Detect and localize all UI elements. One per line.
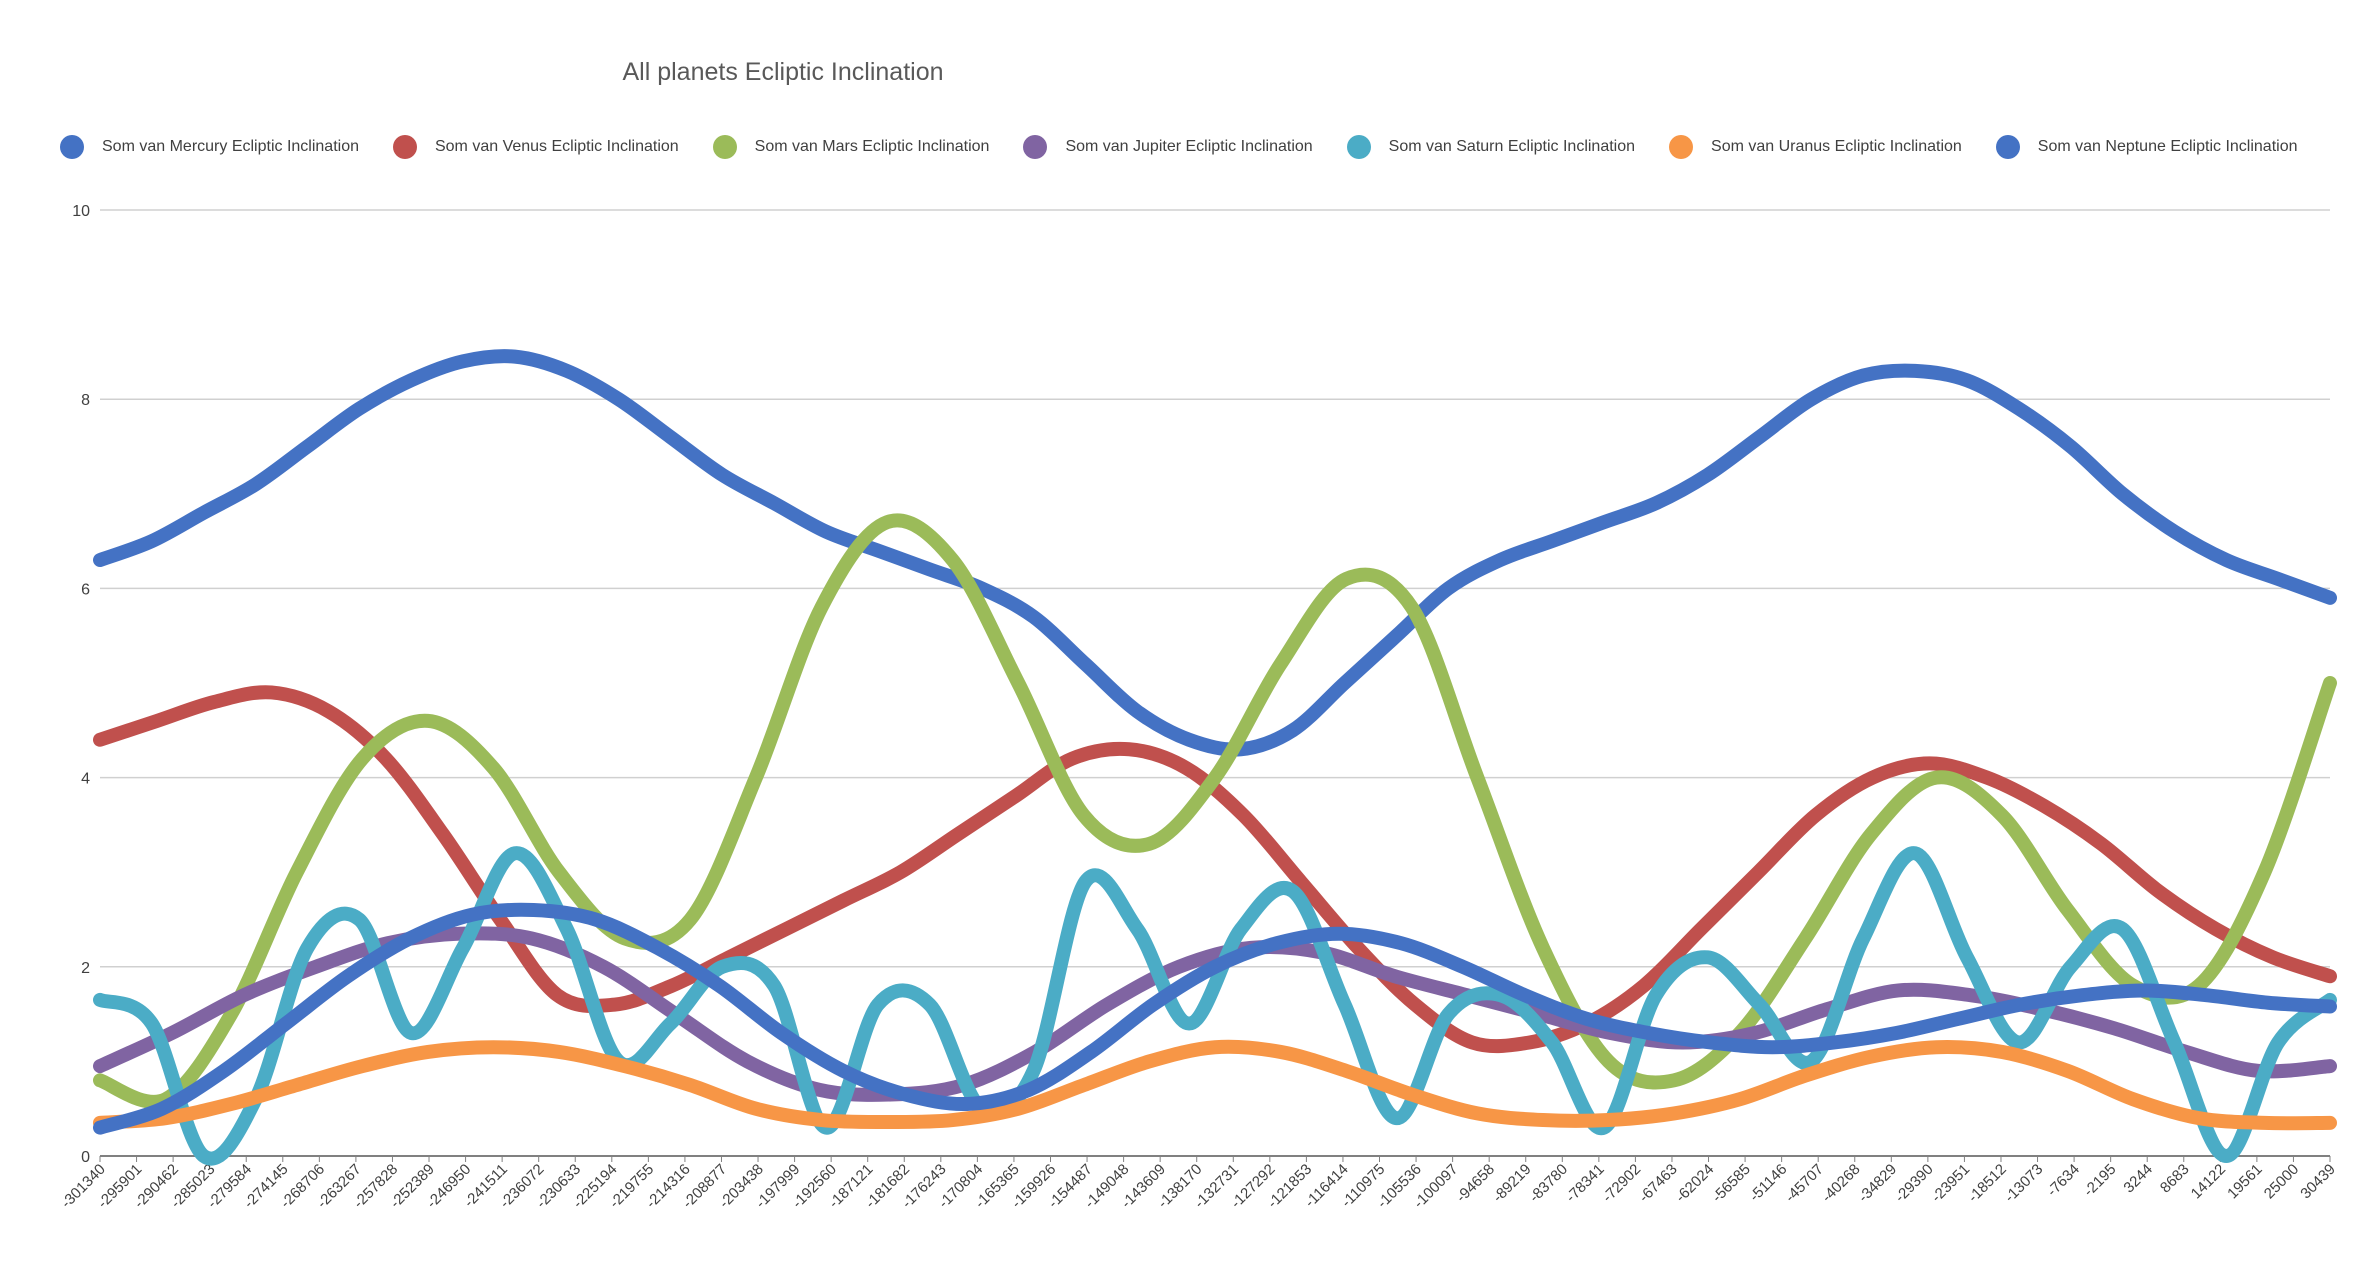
- legend-item: Som van Jupiter Ecliptic Inclination: [1023, 135, 1313, 159]
- x-tick-label: 25000: [2261, 1161, 2303, 1203]
- x-tick-label: -18512: [1965, 1161, 2010, 1206]
- legend-swatch: [60, 135, 84, 159]
- legend-item: Som van Mars Ecliptic Inclination: [712, 135, 990, 159]
- x-tick-label: -56585: [1709, 1161, 1754, 1206]
- legend-item: Som van Saturn Ecliptic Inclination: [1346, 135, 1636, 159]
- x-tick-label: -45707: [1782, 1161, 1827, 1206]
- x-tick-label: -89219: [1490, 1161, 1535, 1206]
- x-tick-label: -23951: [1928, 1161, 1973, 1206]
- legend-item: Som van Neptune Ecliptic Inclination: [1995, 135, 2298, 159]
- x-tick-label: -2195: [2080, 1161, 2119, 1200]
- legend-item: Som van Venus Ecliptic Inclination: [392, 135, 679, 159]
- x-tick-label: -7634: [2044, 1161, 2083, 1200]
- legend-swatch: [1023, 135, 1048, 159]
- x-tick-label: -67463: [1636, 1161, 1681, 1206]
- y-tick-label: 4: [81, 771, 90, 788]
- x-tick-label: -13073: [2001, 1161, 2046, 1206]
- legend-label: Som van Neptune Ecliptic Inclination: [2037, 138, 2298, 155]
- x-tick-label: 14122: [2188, 1161, 2230, 1203]
- x-tick-label: 30439: [2297, 1161, 2339, 1203]
- legend-item: Som van Uranus Ecliptic Inclination: [1669, 135, 1962, 159]
- series-line-7: [93, 902, 2337, 1135]
- series-line-5: [93, 846, 2337, 1166]
- legend-swatch: [1995, 135, 2020, 159]
- legend-swatch: [392, 135, 417, 159]
- x-tick-label: -34829: [1855, 1161, 1900, 1206]
- series-line-3: [93, 513, 2337, 1109]
- legend-swatch: [1346, 135, 1371, 159]
- legend-label: Som van Saturn Ecliptic Inclination: [1388, 138, 1636, 155]
- series-line-6: [93, 1039, 2337, 1131]
- chart-title: All planets Ecliptic Inclination: [622, 58, 944, 86]
- series-line-2: [93, 685, 2337, 1054]
- x-tick-label: -51146: [1746, 1161, 1790, 1205]
- y-tick-label: 6: [81, 581, 90, 598]
- legend-swatch: [1669, 135, 1694, 159]
- legend-label: Som van Jupiter Ecliptic Inclination: [1065, 138, 1313, 155]
- legend-item: Som van Mercury Ecliptic Inclination: [60, 135, 359, 159]
- legend-swatch: [712, 135, 737, 159]
- legend: Som van Mercury Ecliptic Inclination Som …: [60, 130, 2332, 164]
- legend-label: Som van Mars Ecliptic Inclination: [754, 138, 990, 155]
- x-tick-label: -72902: [1599, 1161, 1644, 1206]
- x-tick-label: -62024: [1672, 1161, 1717, 1206]
- x-tick-label: 3244: [2120, 1161, 2156, 1197]
- x-tick-label: -83780: [1526, 1161, 1571, 1206]
- x-tick-label: -40268: [1819, 1161, 1864, 1206]
- x-tick-label: -78341: [1563, 1161, 1608, 1206]
- x-tick-label: -29390: [1892, 1161, 1937, 1206]
- legend-label: Som van Mercury Ecliptic Inclination: [102, 138, 359, 155]
- legend-label: Som van Venus Ecliptic Inclination: [434, 138, 679, 155]
- y-tick-label: 0: [81, 1149, 90, 1166]
- y-tick-label: 2: [81, 960, 90, 977]
- x-tick-label: -94658: [1453, 1161, 1498, 1206]
- y-tick-label: 10: [72, 203, 90, 220]
- series-line-1: [93, 349, 2337, 757]
- legend-label: Som van Uranus Ecliptic Inclination: [1711, 138, 1962, 155]
- y-tick-label: 8: [81, 392, 90, 409]
- x-tick-label: 19561: [2224, 1161, 2266, 1203]
